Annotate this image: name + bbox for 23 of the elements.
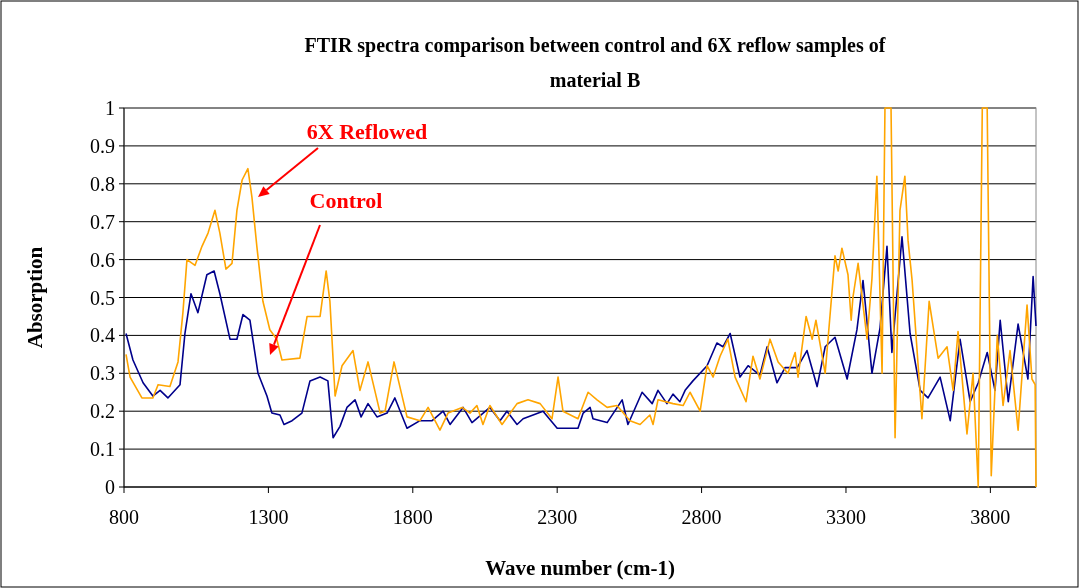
x-axis-title: Wave number (cm-1) xyxy=(485,556,675,580)
y-tick-label: 0.7 xyxy=(90,210,115,233)
y-axis-title: Absorption xyxy=(23,246,47,349)
y-tick-label: 0.6 xyxy=(90,248,115,271)
y-tick-label: 0.5 xyxy=(90,286,115,309)
x-tick-label: 800 xyxy=(109,506,139,528)
y-tick-label: 0.3 xyxy=(90,362,115,385)
chart-title: FTIR spectra comparison between control and 6X reflow samples of material B xyxy=(304,34,886,91)
x-tick-label: 1300 xyxy=(248,506,289,528)
x-tick-label: 3300 xyxy=(825,506,866,528)
y-tick-label: 0.1 xyxy=(90,438,115,461)
x-tick-label: 3800 xyxy=(970,506,1011,528)
y-tick-label: 1 xyxy=(105,97,115,119)
y-tick-label: 0.8 xyxy=(90,172,115,195)
y-tick-label: 0.2 xyxy=(90,400,115,423)
annotation: 6X Reflowed xyxy=(306,118,428,144)
x-tick-label: 2800 xyxy=(681,506,722,528)
x-tick-label: 1800 xyxy=(392,506,433,528)
y-tick-label: 0.4 xyxy=(90,324,115,347)
annotation: Control xyxy=(309,187,383,213)
y-tick-label: 0 xyxy=(105,476,115,498)
x-tick-label: 2300 xyxy=(537,506,578,528)
y-tick-label: 0.9 xyxy=(90,134,115,157)
